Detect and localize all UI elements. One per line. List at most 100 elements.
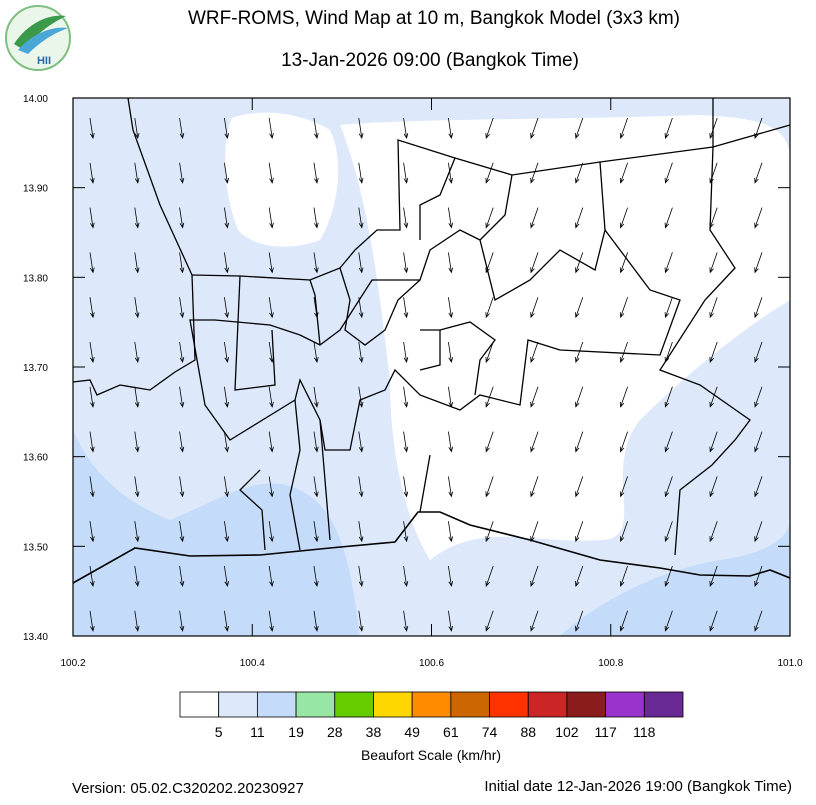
wind-arrow (224, 610, 230, 632)
title: WRF-ROMS, Wind Map at 10 m, Bangkok Mode… (188, 8, 680, 29)
wind-arrow (485, 162, 494, 184)
wind-arrow (530, 521, 539, 543)
wind-arrow (485, 386, 494, 408)
wind-arrow (575, 386, 584, 408)
wind-arrow (709, 476, 718, 498)
colorbar-label: 61 (443, 724, 459, 740)
wind-arrow (313, 297, 319, 319)
wind-arrow (89, 610, 95, 632)
wind-arrow (313, 476, 319, 498)
wind-arrow (709, 297, 718, 319)
wind-arrow (485, 297, 494, 319)
wind-arrow (224, 521, 230, 543)
wind-arrow (530, 610, 539, 632)
wind-arrow (403, 297, 409, 319)
wind-arrow (403, 117, 409, 140)
x-tick-label: 100.6 (419, 658, 444, 669)
wind-arrow (575, 476, 584, 498)
wind-arrow (754, 431, 763, 453)
wind-arrow (664, 162, 673, 184)
colorbar-swatch (218, 691, 258, 718)
wind-arrow (224, 476, 230, 498)
wind-arrow (313, 207, 319, 229)
coastline (72, 511, 791, 584)
wind-arrow (709, 610, 718, 632)
wind-arrow (448, 476, 454, 498)
wind-arrow (179, 207, 185, 229)
wind-arrow (179, 341, 185, 364)
wind-arrow (268, 521, 274, 543)
x-tick-label: 101.0 (777, 658, 802, 669)
wind-arrow (575, 297, 584, 319)
wind-arrow (709, 341, 718, 363)
wind-arrow (403, 610, 409, 632)
wind-arrow (403, 207, 409, 229)
wind-arrow (134, 476, 140, 498)
wind-arrow (268, 162, 274, 184)
wind-arrow (664, 252, 673, 274)
wind-arrow (530, 476, 539, 498)
wind-arrow (709, 565, 718, 587)
wind-arrow (575, 521, 584, 543)
wind-arrow (134, 610, 140, 632)
wind-arrow (268, 565, 274, 588)
colorbar-label: 117 (594, 724, 617, 740)
wind-arrow (313, 252, 319, 274)
wind-arrow (403, 431, 409, 453)
wind-arrow (89, 297, 95, 319)
wind-arrow (619, 476, 628, 498)
wind-arrow (268, 431, 274, 453)
wind-arrow (134, 565, 140, 588)
wind-arrow (179, 431, 185, 453)
wind-arrow (179, 162, 185, 184)
wind-arrow (224, 252, 230, 274)
wind-arrow (754, 207, 763, 229)
wind-arrow (754, 565, 763, 587)
wind-arrow (268, 207, 274, 229)
colorbar-swatch (334, 691, 374, 718)
wind-arrow (179, 297, 185, 319)
logo-wave (18, 27, 68, 54)
wind-arrow (358, 341, 364, 364)
wind-arrow (664, 476, 673, 498)
x-tick-label: 100.2 (60, 658, 85, 669)
colorbar-label: 19 (288, 724, 304, 740)
wind-arrow (403, 341, 409, 364)
wind-arrow (268, 117, 274, 140)
y-tick-label: 13.50 (23, 542, 48, 553)
wind-arrow (358, 207, 364, 229)
wind-arrow (448, 386, 454, 408)
wind-arrow (485, 565, 494, 587)
y-tick-label: 13.90 (23, 184, 48, 195)
wind-arrow (358, 565, 364, 588)
wind-arrow (134, 207, 140, 229)
wind-arrow (709, 117, 718, 139)
wind-arrow (448, 207, 454, 229)
logo-text: HII (37, 55, 51, 67)
axes: 100.2 100.4 100.6 100.8 101.0 13.40 13.50 13.60… (23, 94, 803, 669)
wind-arrow (358, 117, 364, 140)
wind-arrow (575, 117, 584, 139)
wind-arrow (619, 610, 628, 632)
wind-arrow (754, 386, 763, 408)
wind-arrow (224, 207, 230, 229)
colorbar-swatch (527, 691, 568, 718)
wind-arrow (134, 252, 140, 274)
wind-arrow (575, 341, 584, 363)
breeze-region (560, 520, 790, 636)
wind-arrow (89, 162, 95, 184)
wind-arrow (89, 476, 95, 498)
wind-arrow (754, 341, 763, 363)
wind-arrow (709, 431, 718, 453)
wind-arrow (485, 341, 494, 363)
wind-arrow (619, 521, 628, 543)
map-area (72, 97, 791, 637)
wind-arrow (575, 431, 584, 453)
x-tick-label: 100.8 (598, 658, 623, 669)
colorbar-label: 5 (215, 724, 223, 740)
wind-arrow (224, 565, 230, 588)
wind-arrow (619, 386, 628, 408)
y-tick-label: 13.70 (23, 363, 48, 374)
wind-arrow (358, 521, 364, 543)
wind-arrow (89, 521, 95, 543)
